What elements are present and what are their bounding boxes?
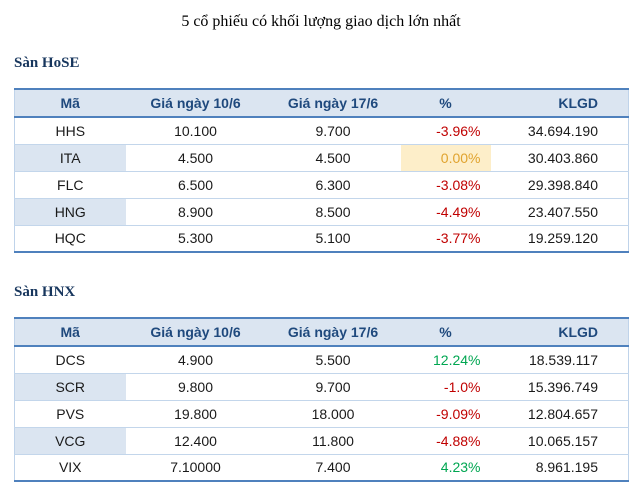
cell-percent: -3.08% bbox=[400, 171, 491, 199]
cell-price-1: 12.400 bbox=[125, 427, 266, 455]
cell-ticker: PVS bbox=[14, 400, 126, 428]
cell-price-1: 4.900 bbox=[125, 346, 266, 374]
cell-percent: -4.49% bbox=[400, 198, 491, 226]
table-row: ITA 4.500 4.500 0.00% 30.403.860 bbox=[14, 144, 629, 172]
cell-price-1: 10.100 bbox=[125, 117, 266, 145]
col-header-pct: % bbox=[400, 318, 491, 347]
cell-percent: -3.77% bbox=[400, 225, 491, 252]
cell-price-2: 4.500 bbox=[265, 144, 401, 172]
page-title: 5 cổ phiếu có khối lượng giao dịch lớn n… bbox=[181, 13, 461, 30]
cell-percent: -1.0% bbox=[400, 373, 491, 401]
cell-volume: 23.407.550 bbox=[490, 198, 629, 226]
cell-percent: -9.09% bbox=[400, 400, 491, 428]
cell-percent: 0.00% bbox=[400, 144, 491, 172]
col-header-ma: Mã bbox=[14, 318, 126, 347]
cell-ticker: ITA bbox=[14, 144, 126, 172]
cell-volume: 15.396.749 bbox=[490, 373, 629, 401]
col-header-gia1: Giá ngày 10/6 bbox=[125, 318, 266, 347]
hnx-table: Mã Giá ngày 10/6 Giá ngày 17/6 % KLGD DC… bbox=[14, 317, 629, 482]
cell-price-2: 6.300 bbox=[265, 171, 401, 199]
table-row: FLC 6.500 6.300 -3.08% 29.398.840 bbox=[14, 171, 629, 199]
cell-price-1: 7.10000 bbox=[125, 454, 266, 481]
cell-volume: 10.065.157 bbox=[490, 427, 629, 455]
hnx-header-row: Mã Giá ngày 10/6 Giá ngày 17/6 % KLGD bbox=[14, 318, 629, 347]
cell-price-1: 6.500 bbox=[125, 171, 266, 199]
cell-price-2: 18.000 bbox=[265, 400, 401, 428]
cell-ticker: SCR bbox=[14, 373, 126, 401]
col-header-klgd: KLGD bbox=[490, 318, 629, 347]
cell-volume: 8.961.195 bbox=[490, 454, 629, 481]
table-row: VIX 7.10000 7.400 4.23% 8.961.195 bbox=[14, 454, 629, 481]
cell-volume: 18.539.117 bbox=[490, 346, 629, 374]
cell-ticker: VIX bbox=[14, 454, 126, 481]
hose-header-row: Mã Giá ngày 10/6 Giá ngày 17/6 % KLGD bbox=[14, 89, 629, 118]
hose-table: Mã Giá ngày 10/6 Giá ngày 17/6 % KLGD HH… bbox=[14, 88, 629, 253]
cell-price-1: 19.800 bbox=[125, 400, 266, 428]
table-row: SCR 9.800 9.700 -1.0% 15.396.749 bbox=[14, 373, 629, 401]
table-row: HQC 5.300 5.100 -3.77% 19.259.120 bbox=[14, 225, 629, 252]
cell-percent: -4.88% bbox=[400, 427, 491, 455]
cell-volume: 30.403.860 bbox=[490, 144, 629, 172]
cell-percent: -3.96% bbox=[400, 117, 491, 145]
table-row: HHS 10.100 9.700 -3.96% 34.694.190 bbox=[14, 117, 629, 145]
cell-price-2: 9.700 bbox=[265, 117, 401, 145]
table-row: HNG 8.900 8.500 -4.49% 23.407.550 bbox=[14, 198, 629, 226]
cell-volume: 29.398.840 bbox=[490, 171, 629, 199]
cell-price-2: 5.500 bbox=[265, 346, 401, 374]
col-header-pct: % bbox=[400, 89, 491, 118]
cell-price-2: 11.800 bbox=[265, 427, 401, 455]
cell-price-1: 4.500 bbox=[125, 144, 266, 172]
section-label-hnx: Sàn HNX bbox=[14, 284, 76, 300]
cell-ticker: HHS bbox=[14, 117, 126, 145]
cell-volume: 19.259.120 bbox=[490, 225, 629, 252]
cell-price-1: 5.300 bbox=[125, 225, 266, 252]
cell-percent: 4.23% bbox=[400, 454, 491, 481]
cell-price-2: 8.500 bbox=[265, 198, 401, 226]
col-header-klgd: KLGD bbox=[490, 89, 629, 118]
section-label-hose: Sàn HoSE bbox=[14, 55, 80, 71]
cell-volume: 34.694.190 bbox=[490, 117, 629, 145]
cell-price-2: 9.700 bbox=[265, 373, 401, 401]
col-header-gia1: Giá ngày 10/6 bbox=[125, 89, 266, 118]
cell-ticker: HQC bbox=[14, 225, 126, 252]
cell-percent: 12.24% bbox=[400, 346, 491, 374]
cell-price-1: 8.900 bbox=[125, 198, 266, 226]
cell-ticker: DCS bbox=[14, 346, 126, 374]
col-header-gia2: Giá ngày 17/6 bbox=[265, 318, 401, 347]
table-row: DCS 4.900 5.500 12.24% 18.539.117 bbox=[14, 346, 629, 374]
col-header-gia2: Giá ngày 17/6 bbox=[265, 89, 401, 118]
col-header-ma: Mã bbox=[14, 89, 126, 118]
cell-price-1: 9.800 bbox=[125, 373, 266, 401]
cell-volume: 12.804.657 bbox=[490, 400, 629, 428]
cell-price-2: 5.100 bbox=[265, 225, 401, 252]
table-row: PVS 19.800 18.000 -9.09% 12.804.657 bbox=[14, 400, 629, 428]
cell-ticker: FLC bbox=[14, 171, 126, 199]
cell-ticker: VCG bbox=[14, 427, 126, 455]
cell-price-2: 7.400 bbox=[265, 454, 401, 481]
table-row: VCG 12.400 11.800 -4.88% 10.065.157 bbox=[14, 427, 629, 455]
cell-ticker: HNG bbox=[14, 198, 126, 226]
